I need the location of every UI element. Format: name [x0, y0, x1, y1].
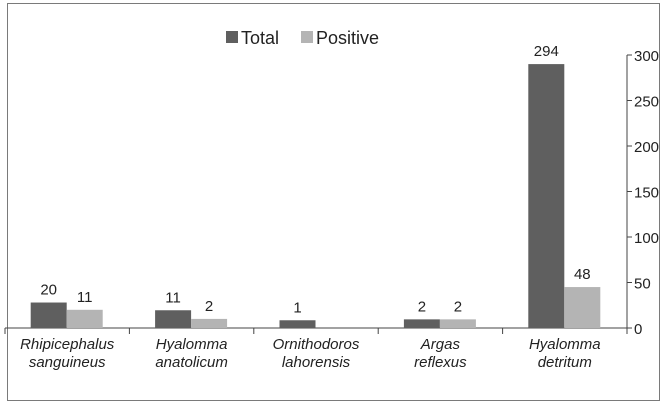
x-category-label: anatolicum: [155, 354, 228, 371]
bar-positive: [564, 287, 601, 328]
x-category-label: Argas: [420, 336, 461, 353]
bar-total: [155, 310, 192, 328]
bar-total: [403, 319, 440, 328]
y-tick-label: 150: [634, 185, 659, 202]
data-label-positive: 48: [574, 266, 591, 283]
legend-swatch-total: [226, 31, 238, 43]
x-category-label: reflexus: [414, 354, 467, 371]
bar-total: [528, 64, 565, 328]
legend-label-total: Total: [241, 28, 279, 48]
x-category-label: Rhipicephalus: [20, 336, 115, 353]
legend-label-positive: Positive: [316, 28, 379, 48]
x-category-label: detritum: [538, 354, 592, 371]
y-tick-label: 300: [634, 48, 659, 65]
data-label-total: 2: [418, 298, 426, 315]
y-tick-label: 50: [634, 276, 651, 293]
y-tick-label: 0: [634, 321, 642, 338]
bar-positive: [439, 319, 476, 328]
data-label-positive: 2: [454, 298, 462, 315]
legend-swatch-positive: [301, 31, 313, 43]
data-label-positive: 2: [205, 298, 213, 315]
bar-positive: [191, 318, 228, 328]
data-label-total: 11: [165, 289, 181, 306]
data-label-positive: 11: [77, 289, 93, 306]
x-category-label: Hyalomma: [156, 336, 228, 353]
bar-total: [279, 320, 316, 328]
y-tick-label: 100: [634, 230, 659, 247]
x-category-label: lahorensis: [282, 354, 351, 371]
y-tick-label: 200: [634, 139, 659, 156]
data-label-total: 1: [293, 299, 301, 316]
bar-positive: [66, 309, 103, 328]
bar-total: [30, 302, 67, 328]
data-label-total: 294: [534, 43, 559, 60]
y-tick-label: 250: [634, 94, 659, 111]
data-label-total: 20: [40, 282, 57, 299]
x-category-label: Ornithodoros: [273, 336, 360, 353]
x-category-label: sanguineus: [29, 354, 106, 371]
x-category-label: Hyalomma: [529, 336, 601, 353]
